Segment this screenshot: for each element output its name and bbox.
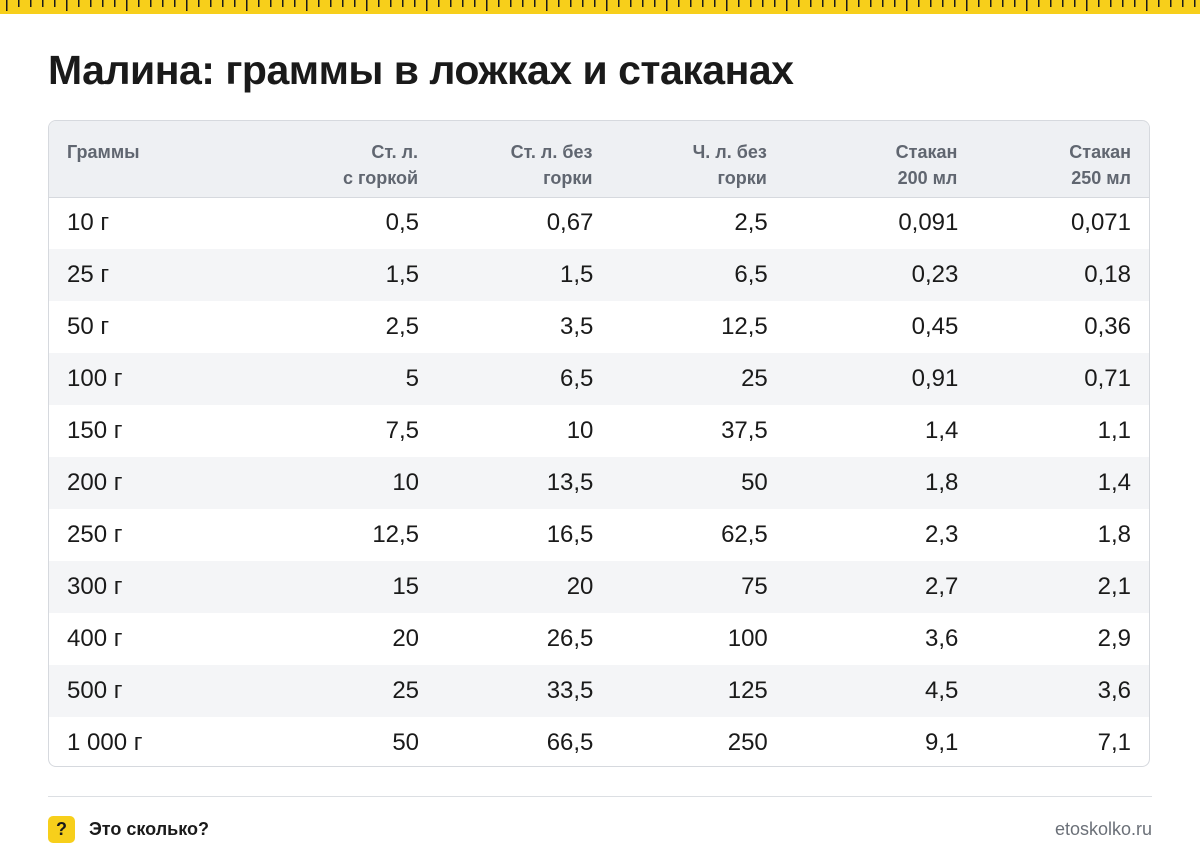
cell-cup-250: 0,18: [1084, 261, 1131, 288]
cell-level-tablespoon: 66,5: [546, 729, 594, 756]
cell-level-teaspoon: 100: [727, 625, 768, 652]
cell-heaped-tablespoon: 10: [392, 469, 420, 496]
cell-level-teaspoon: 6,5: [734, 261, 768, 288]
cell-cup-250: 7,1: [1097, 729, 1131, 756]
cell-heaped-tablespoon: 7,5: [385, 417, 420, 444]
cell-heaped-tablespoon: 15: [392, 573, 420, 600]
table-row: 200 г 10 13,5 50 1,8 1,4: [49, 457, 1149, 509]
cell-cup-200: 0,45: [911, 313, 959, 340]
cell-level-tablespoon: 10: [566, 417, 594, 444]
page-title: Малина: граммы в ложках и стаканах: [48, 47, 794, 93]
cell-grams: 100 г: [67, 365, 123, 392]
column-header-grams: Граммы: [49, 121, 283, 198]
cell-level-tablespoon: 3,5: [560, 313, 594, 340]
footer-site-link[interactable]: etoskolko.ru: [1054, 819, 1152, 839]
cell-heaped-tablespoon: 0,5: [385, 209, 420, 237]
cell-level-tablespoon: 0,67: [546, 209, 594, 237]
table-row: 500 г 25 33,5 125 4,5 3,6: [49, 665, 1149, 717]
cell-cup-250: 2,1: [1097, 573, 1131, 600]
cell-grams: 1 000 г: [67, 729, 143, 756]
table-row: 400 г 20 26,5 100 3,6 2,9: [49, 613, 1149, 665]
footer-divider: [48, 796, 1152, 797]
cell-cup-250: 3,6: [1097, 677, 1131, 704]
cell-cup-250: 1,1: [1097, 417, 1131, 444]
cell-heaped-tablespoon: 5: [405, 365, 420, 392]
column-header-level-teaspoon: Ч. л. без горки: [593, 121, 768, 198]
cell-cup-200: 1,8: [925, 469, 959, 496]
cell-grams: 25 г: [67, 261, 110, 288]
cell-cup-200: 1,4: [925, 417, 959, 444]
footer-brand: Это сколько?: [89, 819, 209, 839]
column-header-cup-250: Стакан 250 мл: [958, 121, 1149, 198]
table-row: 250 г 12,5 16,5 62,5 2,3 1,8: [49, 509, 1149, 561]
cell-cup-200: 0,91: [911, 365, 959, 392]
cell-heaped-tablespoon: 2,5: [385, 313, 420, 340]
cell-level-teaspoon: 12,5: [721, 313, 768, 340]
ruler-decoration: [0, 0, 1200, 14]
table-header-row: Граммы Ст. л. с горкой Ст. л. без горки …: [49, 121, 1149, 198]
cell-grams: 150 г: [67, 417, 123, 444]
column-header-level-tablespoon: Ст. л. без горки: [419, 121, 594, 198]
cell-cup-250: 0,71: [1084, 365, 1131, 392]
cell-level-tablespoon: 33,5: [546, 677, 594, 704]
cell-cup-200: 0,23: [911, 261, 959, 288]
cell-heaped-tablespoon: 25: [392, 677, 420, 704]
cell-heaped-tablespoon: 12,5: [372, 521, 420, 548]
cell-cup-250: 1,4: [1097, 469, 1131, 496]
cell-heaped-tablespoon: 50: [392, 729, 420, 756]
question-mark-icon: ?: [48, 816, 75, 843]
cell-level-teaspoon: 2,5: [734, 209, 768, 237]
cell-cup-200: 2,7: [925, 573, 959, 600]
conversion-table: Граммы Ст. л. с горкой Ст. л. без горки …: [49, 121, 1149, 766]
cell-level-tablespoon: 26,5: [546, 625, 594, 652]
cell-grams: 10 г: [67, 209, 110, 237]
table-row: 1 000 г 50 66,5 250 9,1 7,1: [49, 717, 1149, 766]
column-header-heaped-tablespoon: Ст. л. с горкой: [282, 121, 420, 198]
cell-level-teaspoon: 125: [727, 677, 768, 704]
cell-level-tablespoon: 20: [566, 573, 594, 600]
cell-level-teaspoon: 37,5: [721, 417, 768, 444]
column-header-cup-200: Стакан 200 мл: [767, 121, 959, 198]
cell-heaped-tablespoon: 20: [392, 625, 420, 652]
conversion-table-card: Граммы Ст. л. с горкой Ст. л. без горки …: [48, 120, 1150, 767]
cell-level-tablespoon: 13,5: [546, 469, 594, 496]
cell-grams: 400 г: [67, 625, 123, 652]
cell-cup-200: 0,091: [898, 209, 959, 237]
table-row: 100 г 5 6,5 25 0,91 0,71: [49, 353, 1149, 405]
cell-grams: 200 г: [67, 469, 123, 496]
cell-level-tablespoon: 16,5: [546, 521, 594, 548]
cell-level-teaspoon: 75: [741, 573, 768, 600]
cell-level-teaspoon: 250: [727, 729, 768, 756]
table-row: 50 г 2,5 3,5 12,5 0,45 0,36: [49, 301, 1149, 353]
cell-level-teaspoon: 62,5: [721, 521, 768, 548]
cell-cup-200: 4,5: [925, 677, 959, 704]
cell-cup-250: 0,36: [1084, 313, 1131, 340]
cell-grams: 250 г: [67, 521, 123, 548]
cell-cup-250: 0,071: [1070, 209, 1131, 237]
cell-level-tablespoon: 1,5: [560, 261, 594, 288]
table-row: 300 г 15 20 75 2,7 2,1: [49, 561, 1149, 613]
table-row: 150 г 7,5 10 37,5 1,4 1,1: [49, 405, 1149, 457]
table-row: 25 г 1,5 1,5 6,5 0,23 0,18: [49, 249, 1149, 301]
cell-cup-200: 2,3: [925, 521, 959, 548]
table-row: 10 г 0,5 0,67 2,5 0,091 0,071: [49, 197, 1149, 249]
cell-grams: 500 г: [67, 677, 123, 704]
cell-level-teaspoon: 25: [741, 365, 768, 392]
cell-heaped-tablespoon: 1,5: [385, 261, 420, 288]
cell-level-tablespoon: 6,5: [560, 365, 594, 392]
cell-cup-200: 3,6: [925, 625, 959, 652]
cell-cup-200: 9,1: [925, 729, 959, 756]
cell-grams: 50 г: [67, 313, 110, 340]
cell-level-teaspoon: 50: [741, 469, 768, 496]
cell-cup-250: 2,9: [1097, 625, 1131, 652]
cell-cup-250: 1,8: [1097, 521, 1131, 548]
cell-grams: 300 г: [67, 573, 123, 600]
